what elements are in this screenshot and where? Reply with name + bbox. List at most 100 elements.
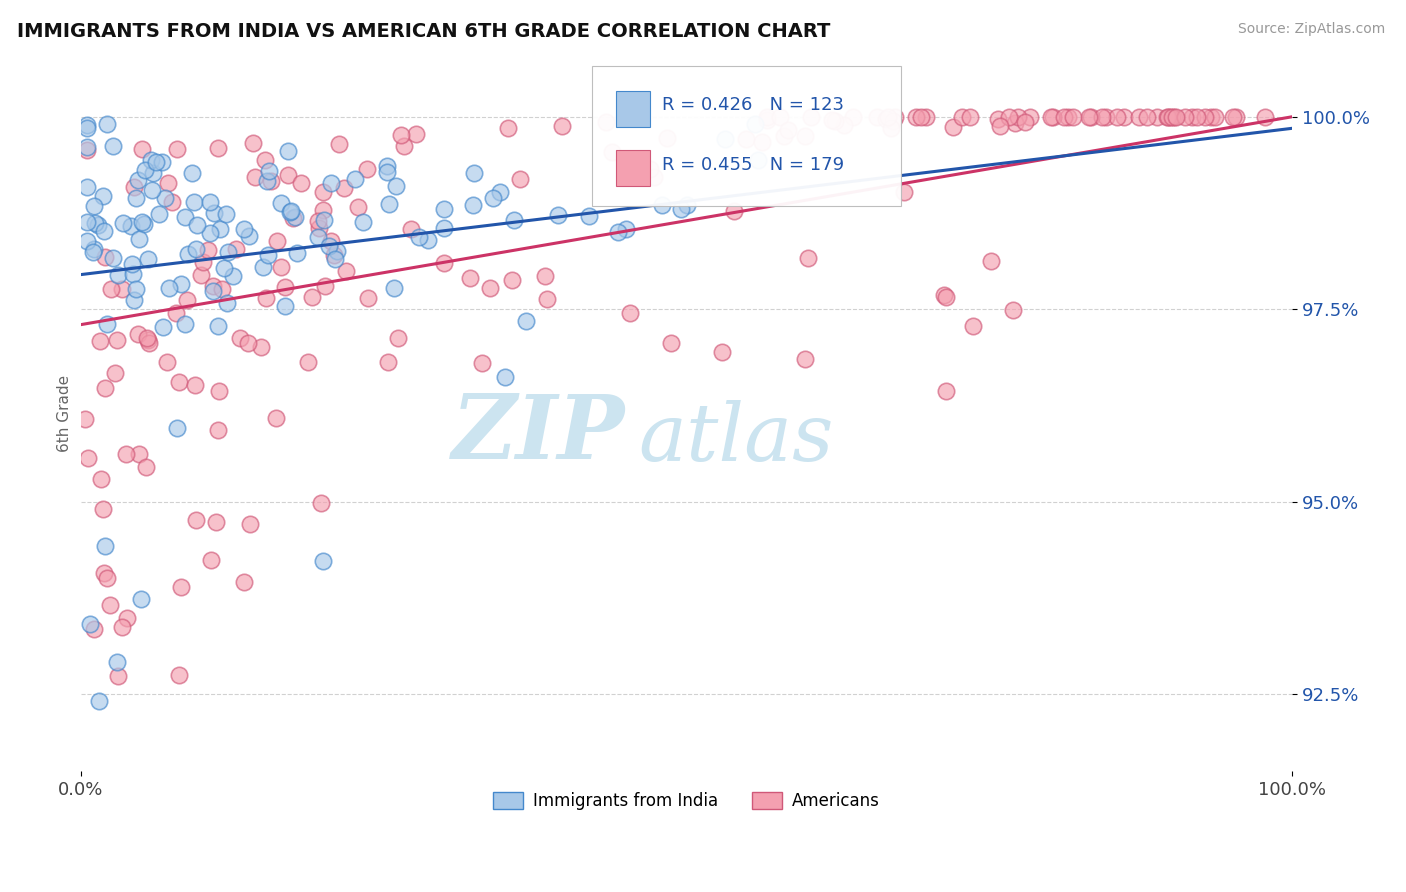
Point — [87, 694, 110, 708]
Point — [1056, 110, 1078, 124]
Point — [76, 235, 98, 249]
Point — [1225, 110, 1247, 124]
Point — [83, 242, 105, 256]
Point — [281, 211, 304, 226]
Point — [595, 114, 617, 128]
Point — [148, 206, 170, 220]
Point — [392, 139, 415, 153]
Point — [89, 334, 111, 349]
Point — [1160, 110, 1182, 124]
Point — [385, 178, 408, 193]
Point — [747, 153, 769, 167]
Point — [312, 554, 335, 568]
Point — [319, 176, 342, 190]
Point — [501, 273, 523, 287]
Point — [515, 314, 537, 328]
Point — [494, 370, 516, 384]
Point — [547, 208, 569, 222]
Text: R = 0.455   N = 179: R = 0.455 N = 179 — [662, 156, 844, 174]
Point — [77, 450, 100, 465]
Point — [375, 159, 398, 173]
Point — [242, 136, 264, 151]
Point — [252, 260, 274, 275]
FancyBboxPatch shape — [616, 91, 650, 127]
Point — [155, 191, 177, 205]
Point — [170, 277, 193, 291]
Point — [91, 189, 114, 203]
Point — [1164, 110, 1187, 124]
Point — [83, 199, 105, 213]
Point — [96, 317, 118, 331]
Point — [377, 197, 399, 211]
Point — [1053, 110, 1076, 124]
Point — [134, 163, 156, 178]
Point — [533, 269, 555, 284]
Point — [105, 334, 128, 348]
Point — [111, 216, 134, 230]
Point — [312, 213, 335, 227]
Point — [1007, 110, 1029, 124]
Point — [433, 256, 456, 270]
Point — [882, 114, 904, 128]
Point — [1156, 110, 1178, 124]
Point — [274, 299, 297, 313]
Point — [76, 179, 98, 194]
Point — [225, 243, 247, 257]
Point — [277, 144, 299, 158]
Point — [875, 112, 897, 126]
Point — [200, 553, 222, 567]
Point — [879, 120, 901, 135]
Point — [308, 221, 330, 235]
Point — [280, 203, 302, 218]
Point — [876, 110, 898, 124]
Point — [1194, 110, 1216, 124]
Point — [1114, 110, 1136, 124]
Point — [311, 496, 333, 510]
Point — [266, 234, 288, 248]
Point — [207, 319, 229, 334]
Point — [714, 132, 737, 146]
Point — [136, 331, 159, 345]
Point — [312, 202, 335, 217]
Text: R = 0.426   N = 123: R = 0.426 N = 123 — [662, 95, 844, 113]
Point — [127, 173, 149, 187]
Point — [222, 269, 245, 284]
Point — [710, 345, 733, 359]
Point — [128, 447, 150, 461]
Point — [1018, 110, 1040, 124]
Point — [211, 282, 233, 296]
Point — [121, 257, 143, 271]
Point — [170, 580, 193, 594]
Point — [156, 176, 179, 190]
Point — [139, 153, 162, 167]
Point — [180, 166, 202, 180]
Point — [165, 306, 187, 320]
Point — [125, 191, 148, 205]
Point — [124, 282, 146, 296]
Point — [866, 110, 889, 124]
FancyBboxPatch shape — [592, 66, 901, 205]
Point — [893, 185, 915, 199]
Point — [482, 191, 505, 205]
Point — [184, 378, 207, 392]
Point — [205, 515, 228, 529]
Point — [270, 260, 292, 274]
Point — [824, 113, 846, 128]
Point — [1080, 110, 1102, 124]
Point — [433, 202, 456, 217]
Point — [962, 318, 984, 333]
Point — [980, 254, 1002, 268]
Point — [821, 113, 844, 128]
Point — [1181, 110, 1204, 124]
Point — [458, 270, 481, 285]
Point — [96, 117, 118, 131]
Point — [343, 172, 366, 186]
Point — [121, 267, 143, 281]
Point — [935, 290, 957, 304]
Point — [104, 366, 127, 380]
Point — [1146, 110, 1168, 124]
Point — [208, 384, 231, 399]
Point — [326, 244, 349, 259]
Point — [297, 355, 319, 369]
Point — [136, 333, 159, 347]
